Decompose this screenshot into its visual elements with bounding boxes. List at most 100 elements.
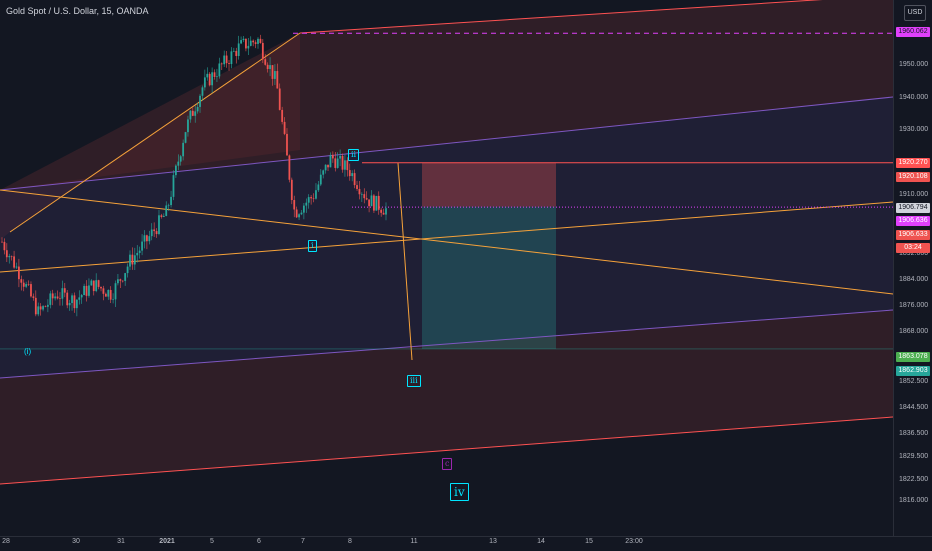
- candle-body: [61, 288, 64, 299]
- price-tick-label: 1852.500: [899, 378, 929, 386]
- candle-body: [73, 295, 76, 309]
- time-tick-label: 14: [537, 538, 545, 545]
- candle-body: [334, 158, 337, 168]
- candle-body: [68, 303, 71, 306]
- candle-body: [141, 241, 143, 251]
- candle-body: [211, 72, 214, 86]
- candle-body: [44, 306, 47, 307]
- candle-body: [104, 293, 107, 297]
- candle-body: [302, 205, 305, 213]
- candle-body: [39, 306, 42, 310]
- candle-body: [83, 285, 86, 296]
- candle-body: [218, 63, 221, 77]
- candle-body: [114, 283, 117, 300]
- candle-body: [59, 298, 61, 299]
- candle-body: [42, 306, 44, 310]
- currency-button[interactable]: USD: [904, 5, 926, 21]
- candle-body: [155, 231, 158, 235]
- candle-body: [223, 55, 226, 65]
- candle-body: [228, 63, 230, 65]
- time-axis[interactable]: [0, 536, 932, 551]
- lower-channel-mid-line: [0, 309, 894, 379]
- candle-body: [102, 288, 105, 294]
- candle-body: [370, 195, 373, 207]
- price-tick-label: 1884.000: [899, 275, 929, 283]
- candle-body: [32, 296, 35, 298]
- candle-body: [49, 293, 52, 305]
- candle-body: [117, 279, 119, 284]
- price-tag: 1862.903: [896, 366, 930, 376]
- price-tag: 1863.078: [896, 352, 930, 362]
- candle-body: [172, 175, 175, 197]
- price-tag: 1920.108: [896, 172, 930, 182]
- candle-body: [148, 236, 151, 242]
- candle-body: [162, 215, 165, 217]
- candle-body: [109, 289, 112, 300]
- time-tick-label: 30: [72, 538, 80, 545]
- candle-body: [78, 297, 81, 300]
- candle-body: [129, 254, 131, 267]
- candle-body: [51, 293, 54, 299]
- candle-body: [165, 205, 168, 216]
- price-tick-label: 1940.000: [899, 93, 929, 101]
- candle-body: [322, 170, 325, 175]
- candle-body: [1, 241, 3, 243]
- candle-body: [160, 215, 163, 217]
- candle-body: [194, 111, 197, 116]
- price-tick-label: 1829.500: [899, 453, 929, 461]
- time-tick-label: 8: [348, 538, 352, 545]
- candle-body: [80, 295, 83, 298]
- candle-body: [158, 215, 160, 235]
- candle-body: [97, 280, 100, 287]
- candle-body: [112, 299, 114, 300]
- price-tag: 03:24: [896, 243, 930, 253]
- candle-body: [203, 77, 206, 88]
- candle-body: [213, 72, 216, 78]
- candle-body: [293, 200, 296, 210]
- candle-body: [300, 212, 303, 215]
- candle-body: [18, 266, 20, 280]
- wave-label: iii: [407, 375, 421, 387]
- candle-body: [199, 95, 201, 107]
- price-tag: 1906.636: [896, 216, 930, 226]
- wave-label: iv: [450, 483, 469, 501]
- projection-line: [397, 162, 413, 361]
- candle-body: [63, 288, 66, 293]
- candle-body: [179, 156, 182, 162]
- time-tick-label: 13: [489, 538, 497, 545]
- candle-body: [346, 160, 349, 171]
- wedge-lower-trendline: [0, 201, 894, 273]
- candle-body: [358, 188, 361, 195]
- candle-body: [245, 38, 247, 49]
- candle-body: [206, 73, 209, 78]
- chart-title[interactable]: Gold Spot / U.S. Dollar, 15, OANDA: [6, 6, 149, 16]
- candle-body: [344, 160, 346, 170]
- candle-body: [261, 42, 264, 60]
- candle-body: [92, 280, 95, 292]
- candle-body: [56, 296, 59, 299]
- candle-body: [356, 185, 358, 189]
- candle-body: [310, 197, 313, 199]
- candle-body: [3, 241, 6, 251]
- candle-body: [242, 38, 245, 41]
- price-tick-label: 1930.000: [899, 126, 929, 134]
- candle-body: [10, 256, 13, 257]
- candle-body: [315, 190, 317, 199]
- candle-body: [216, 76, 218, 78]
- time-tick-label: 2021: [159, 538, 175, 545]
- candle-body: [353, 173, 356, 186]
- upper-channel-top-line: [299, 0, 823, 34]
- price-axis[interactable]: [893, 0, 932, 550]
- candle-body: [368, 199, 370, 207]
- candle-body: [336, 158, 339, 168]
- upper-channel-fill: [0, 0, 893, 190]
- candle-body: [230, 51, 233, 65]
- candle-body: [377, 195, 380, 210]
- candle-body: [13, 256, 15, 268]
- candle-body: [146, 235, 148, 242]
- candle-body: [153, 229, 156, 232]
- candle-body: [269, 65, 271, 70]
- price-tick-label: 1950.000: [899, 61, 929, 68]
